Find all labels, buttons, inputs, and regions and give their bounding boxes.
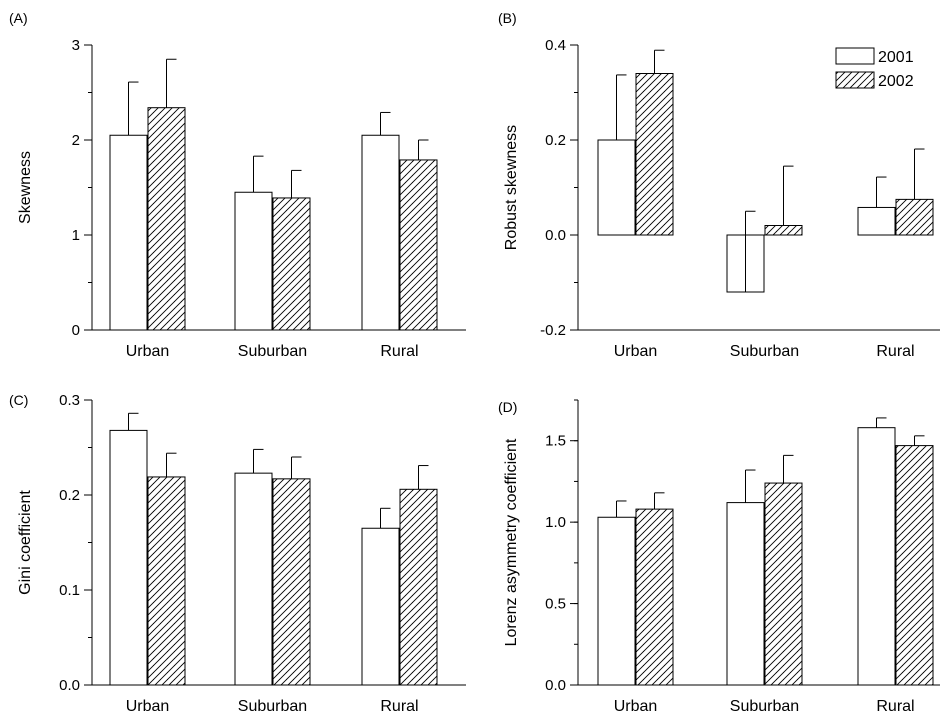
y-tick-label: 2 — [72, 132, 80, 149]
bar-2002-urban — [147, 476, 186, 686]
x-category-label: Urban — [126, 698, 170, 715]
bar-2001-urban — [109, 429, 148, 686]
panel-label: (D) — [498, 399, 517, 415]
legend-label-2001: 2001 — [878, 49, 914, 66]
y-tick-label: 0.2 — [59, 487, 80, 504]
bar-2002-rural — [895, 445, 934, 686]
x-category-label: Urban — [614, 698, 658, 715]
y-axis-title: Robust skewness — [503, 125, 520, 250]
bar-2001-rural — [857, 206, 896, 236]
panel-label: (B) — [498, 10, 517, 26]
x-category-label: Urban — [126, 343, 170, 360]
bar-2002-suburban — [272, 197, 311, 331]
y-tick-label: 0.3 — [59, 392, 80, 409]
y-tick-label: 0.0 — [545, 677, 566, 694]
bar-2002-suburban — [764, 482, 803, 686]
y-tick-label: 1.0 — [545, 514, 566, 531]
x-category-label: Rural — [380, 698, 418, 715]
bar-2002-urban — [635, 508, 674, 686]
bar-2001-urban — [597, 516, 636, 686]
legend-swatch-2001 — [835, 47, 875, 65]
legend-label-2002: 2002 — [878, 73, 914, 90]
x-category-label: Rural — [876, 698, 914, 715]
bar-2001-suburban — [726, 502, 765, 686]
legend-swatch-2002 — [835, 71, 875, 89]
y-tick-label: 0 — [72, 322, 80, 339]
y-tick-label: 0.1 — [59, 582, 80, 599]
y-tick-label: 1.5 — [545, 433, 566, 450]
bar-2002-rural — [399, 488, 438, 686]
bar-2001-rural — [857, 427, 896, 686]
y-axis-title: Gini coefficient — [17, 490, 34, 595]
x-category-label: Suburban — [238, 698, 307, 715]
x-category-label: Suburban — [238, 343, 307, 360]
bar-2002-urban — [147, 107, 186, 331]
bar-2001-urban — [597, 139, 636, 236]
panel-label: (A) — [9, 10, 28, 26]
bar-2001-suburban — [234, 472, 273, 686]
y-axis-title: Lorenz asymmetry coefficient — [503, 438, 520, 646]
x-category-label: Suburban — [730, 343, 799, 360]
bar-2001-suburban — [234, 191, 273, 331]
y-tick-label: 0.0 — [59, 677, 80, 694]
y-tick-label: 1 — [72, 227, 80, 244]
bar-2001-urban — [109, 134, 148, 331]
bar-2002-suburban — [764, 225, 803, 236]
y-tick-label: 0.0 — [545, 227, 566, 244]
y-tick-label: 3 — [72, 37, 80, 54]
bar-2001-rural — [361, 527, 400, 686]
bar-2002-urban — [635, 73, 674, 236]
bar-2002-rural — [399, 159, 438, 331]
y-tick-label: 0.4 — [545, 37, 566, 54]
x-category-label: Rural — [380, 343, 418, 360]
y-tick-label: 0.2 — [545, 132, 566, 149]
bar-2001-rural — [361, 134, 400, 331]
bar-2002-rural — [895, 198, 934, 236]
x-category-label: Urban — [614, 343, 658, 360]
y-tick-label: -0.2 — [540, 322, 566, 339]
x-category-label: Suburban — [730, 698, 799, 715]
panel-label: (C) — [9, 392, 28, 408]
y-tick-label: 0.5 — [545, 596, 566, 613]
y-axis-title: Skewness — [17, 151, 34, 224]
bar-2002-suburban — [272, 478, 311, 686]
x-category-label: Rural — [876, 343, 914, 360]
